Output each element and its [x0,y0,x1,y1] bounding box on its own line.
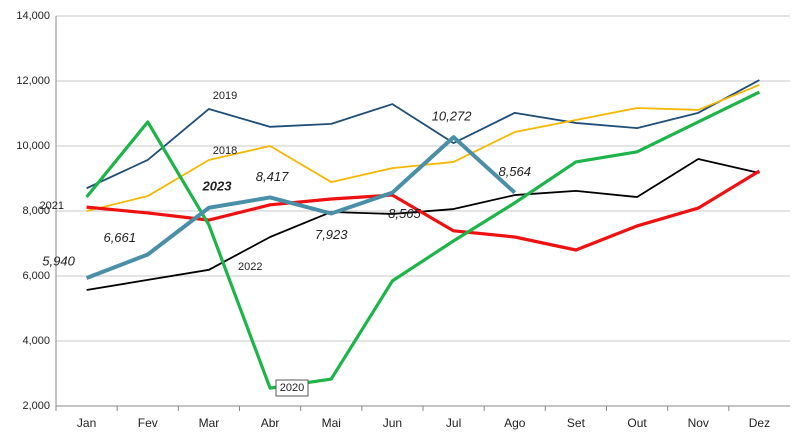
y-tick-label: 12,000 [16,75,50,87]
y-tick-label: 8,000 [22,205,50,217]
data-label: 6,661 [103,230,136,245]
y-tick-label: 6,000 [22,270,50,282]
x-tick-label: Set [567,416,586,430]
x-tick-label: Out [627,416,647,430]
y-tick-label: 4,000 [22,335,50,347]
x-tick-label: Nov [688,416,709,430]
x-tick-label: Jun [383,416,402,430]
series-label: 2020 [280,382,304,394]
data-label: 8,564 [498,164,531,179]
data-label: 10,272 [432,109,473,124]
y-tick-label: 2,000 [22,400,50,412]
series-label: 2021 [40,200,64,212]
x-tick-label: Mar [199,416,220,430]
x-tick-label: Jan [77,416,96,430]
series-label: 2023 [202,178,233,193]
data-label: 5,940 [42,253,75,268]
series-label: 2018 [213,145,237,157]
series-line [85,90,761,390]
y-tick-label: 10,000 [16,140,50,152]
series-line [85,135,517,280]
data-label: 8,565 [388,206,421,221]
x-tick-label: Jul [446,416,461,430]
series-label: 2019 [213,90,237,102]
x-tick-label: Fev [138,416,158,430]
data-label: 7,923 [315,227,348,242]
x-tick-label: Dez [749,416,770,430]
label-box [275,379,309,397]
y-tick-label: 14,000 [16,10,50,22]
x-tick-label: Ago [504,416,526,430]
series-line [86,79,760,190]
series-line [86,169,761,252]
x-tick-label: Abr [261,416,280,430]
series-label: 2022 [238,261,262,273]
data-label: 8,417 [256,169,289,184]
series-line [86,84,760,212]
x-tick-label: Mai [322,416,341,430]
